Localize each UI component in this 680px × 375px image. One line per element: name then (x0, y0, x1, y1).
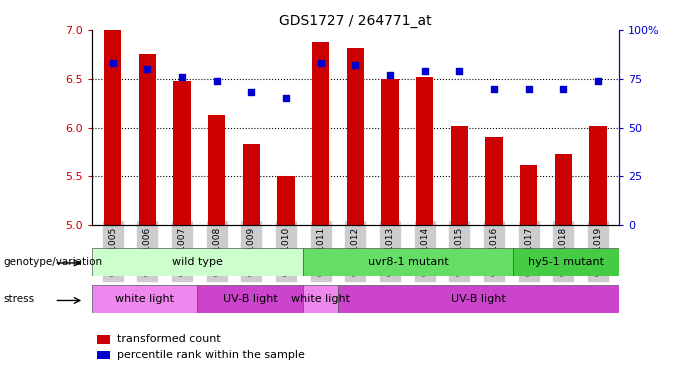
Point (419, 68, 430, 74)
Bar (416, 77, 433, 225)
Bar (338, 285, 619, 313)
Text: stress: stress (3, 294, 35, 304)
Bar (92, 248, 303, 276)
Bar (92, 285, 197, 313)
Text: percentile rank within the sample: percentile rank within the sample (117, 350, 305, 360)
Point (107, 60, 118, 66)
Point (316, 60, 326, 66)
Text: hy5-1 mutant: hy5-1 mutant (528, 256, 604, 267)
Bar (451, 126, 468, 225)
Text: genotype/variation: genotype/variation (3, 256, 103, 267)
Text: white light: white light (290, 294, 350, 304)
Bar (197, 285, 303, 313)
Bar (97, 351, 110, 359)
Text: UV-B light: UV-B light (451, 294, 506, 304)
Bar (381, 79, 398, 225)
Point (523, 86, 534, 92)
Bar (303, 285, 338, 313)
Bar (486, 137, 503, 225)
Point (211, 78, 222, 84)
Bar (590, 126, 607, 225)
Point (454, 68, 464, 74)
Text: white light: white light (115, 294, 174, 304)
Point (384, 72, 395, 78)
Bar (208, 115, 225, 225)
Text: transformed count: transformed count (117, 334, 221, 344)
Point (558, 86, 568, 92)
Bar (139, 54, 156, 225)
Point (246, 89, 257, 95)
Point (350, 62, 360, 68)
Point (177, 74, 188, 80)
Bar (303, 248, 513, 276)
Bar (513, 248, 619, 276)
Bar (312, 42, 329, 225)
Point (142, 66, 153, 72)
Bar (520, 165, 537, 225)
Point (592, 78, 603, 84)
Bar (555, 154, 572, 225)
Bar (97, 335, 110, 344)
Bar (173, 81, 190, 225)
Bar (347, 48, 364, 225)
Text: wild type: wild type (172, 256, 222, 267)
Text: uvr8-1 mutant: uvr8-1 mutant (368, 256, 448, 267)
Bar (243, 144, 260, 225)
Title: GDS1727 / 264771_at: GDS1727 / 264771_at (279, 13, 432, 28)
Point (281, 95, 292, 101)
Bar (104, 30, 121, 225)
Bar (277, 176, 294, 225)
Point (488, 86, 499, 92)
Text: UV-B light: UV-B light (222, 294, 277, 304)
